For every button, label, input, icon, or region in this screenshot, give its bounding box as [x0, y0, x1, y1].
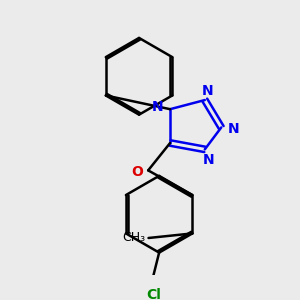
Text: N: N	[228, 122, 240, 136]
Text: O: O	[131, 165, 143, 179]
Text: N: N	[203, 153, 214, 167]
Text: Cl: Cl	[146, 288, 161, 300]
Text: CH₃: CH₃	[122, 232, 146, 244]
Text: N: N	[202, 84, 213, 98]
Text: N: N	[152, 100, 163, 114]
